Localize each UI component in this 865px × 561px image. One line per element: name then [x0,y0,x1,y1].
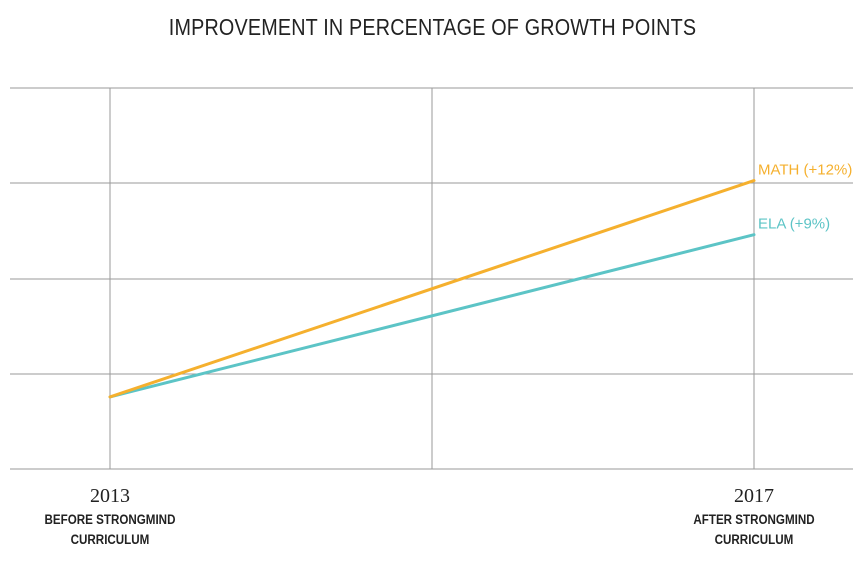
x-tick-sublabel-2017-line1: AFTER STRONGMIND [693,512,815,527]
series-line-math [108,179,756,399]
chart-title: IMPROVEMENT IN PERCENTAGE OF GROWTH POIN… [168,14,697,40]
series-label-math: MATH (+12%) [758,162,852,179]
series-label-ela: ELA (+9%) [758,216,830,233]
x-tick-sublabel-2013-line2: CURRICULUM [70,532,150,547]
series-line-ela [108,233,756,399]
x-tick-sublabel-2013-line1: BEFORE STRONGMIND [44,512,176,527]
grid [10,87,853,470]
x-tick-label-2017: 2017 [734,485,774,507]
series-layer: ELA (+9%) MATH (+12%) [108,162,852,399]
x-tick-label-2013: 2013 [90,485,130,507]
x-tick-sublabel-2017-line2: CURRICULUM [714,532,794,547]
